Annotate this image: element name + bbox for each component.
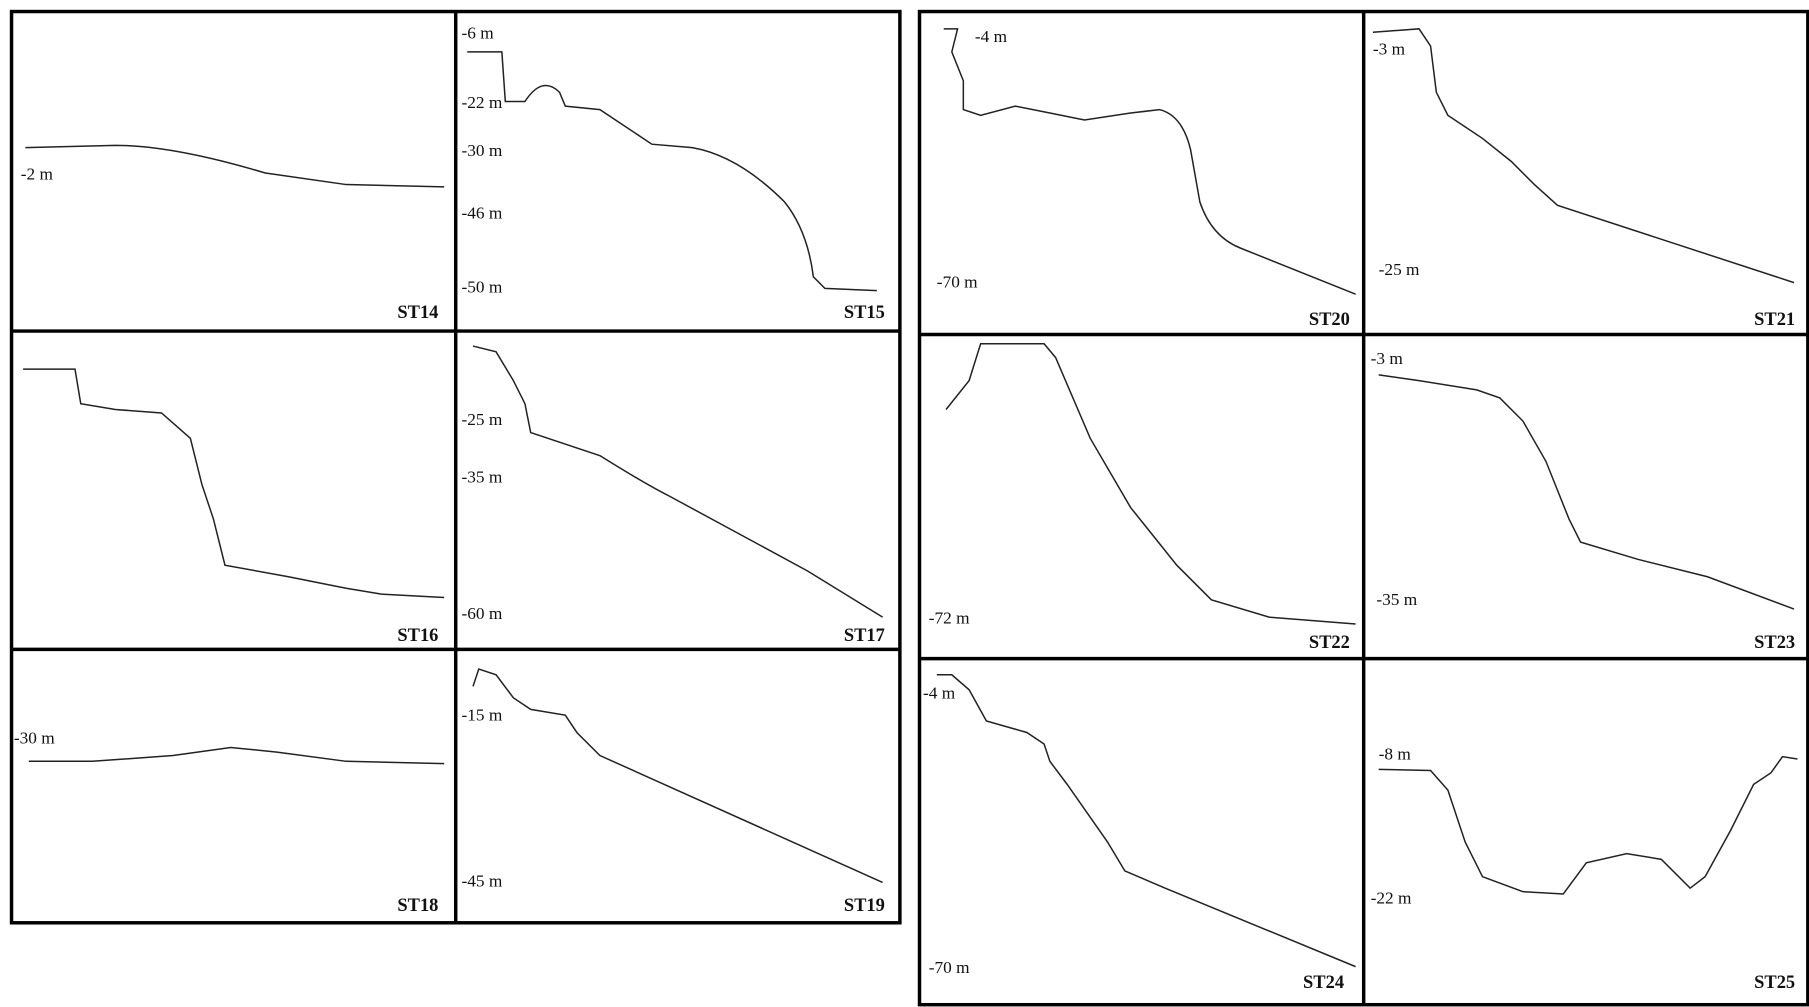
depth-label: -45 m xyxy=(461,871,502,890)
station-label: ST17 xyxy=(844,625,885,645)
seabed-profile xyxy=(472,345,883,618)
station-label: ST18 xyxy=(397,895,438,915)
depth-label: -30 m xyxy=(461,141,502,160)
depth-label: -3 m xyxy=(1373,40,1406,59)
depth-label: -50 m xyxy=(461,277,502,296)
depth-label: -35 m xyxy=(1376,590,1417,609)
seabed-profile xyxy=(1372,28,1795,284)
station-label: ST14 xyxy=(397,302,438,322)
depth-label: -70 m xyxy=(937,273,978,292)
depth-label: -25 m xyxy=(461,410,502,429)
station-label: ST21 xyxy=(1754,309,1795,329)
depth-label: -70 m xyxy=(929,958,970,977)
depth-label: -4 m xyxy=(923,683,956,702)
depth-label: -46 m xyxy=(461,204,502,223)
depth-label: -25 m xyxy=(1379,260,1420,279)
station-label: ST22 xyxy=(1309,632,1350,652)
depth-label: -15 m xyxy=(461,705,502,724)
station-label: ST19 xyxy=(844,895,885,915)
depth-label: -8 m xyxy=(1379,745,1412,764)
depth-label: -4 m xyxy=(975,27,1008,46)
station-label: ST16 xyxy=(397,625,438,645)
seabed-profile xyxy=(23,368,445,599)
depth-label: -72 m xyxy=(929,608,970,627)
seabed-profile xyxy=(1378,374,1795,610)
seabed-profile xyxy=(945,342,1356,625)
depth-label: -22 m xyxy=(461,93,502,112)
station-label: ST15 xyxy=(844,302,885,322)
depth-label: -22 m xyxy=(1371,889,1412,908)
seabed-profile xyxy=(467,51,877,292)
seabed-profile xyxy=(28,746,445,765)
seabed-profile xyxy=(936,674,1356,968)
depth-label: -60 m xyxy=(461,604,502,623)
depth-label: -30 m xyxy=(14,728,55,747)
depth-label: -35 m xyxy=(461,468,502,487)
seabed-profile xyxy=(472,668,883,884)
depth-label: -2 m xyxy=(21,164,54,183)
depth-label: -3 m xyxy=(1371,349,1404,368)
station-label: ST23 xyxy=(1754,632,1795,652)
seabed-profile xyxy=(943,28,1356,295)
depth-label: -6 m xyxy=(461,24,494,43)
seabed-profile xyxy=(1378,755,1798,895)
seabed-profile xyxy=(25,144,445,188)
station-label: ST24 xyxy=(1303,972,1344,992)
station-label: ST20 xyxy=(1309,309,1350,329)
station-label: ST25 xyxy=(1754,972,1795,992)
